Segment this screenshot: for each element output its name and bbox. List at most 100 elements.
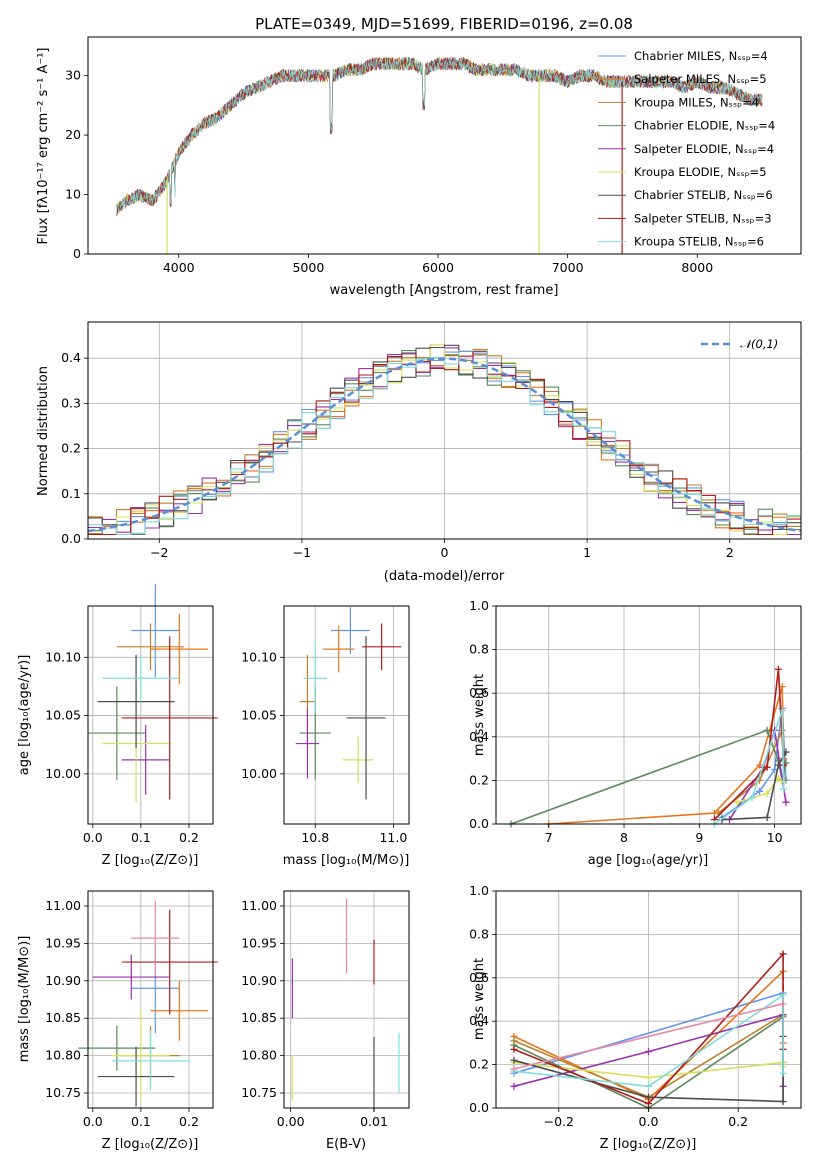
weight-age-marker-8-3 xyxy=(780,785,788,793)
age-z-yticklabel-0: 10.00 xyxy=(45,766,81,781)
weight-age-marker-5-0 xyxy=(733,798,741,806)
age-z-yticklabel-1: 10.05 xyxy=(45,708,81,723)
spectrum-yticklabel-1: 10 xyxy=(65,187,81,202)
weight-age-line-8 xyxy=(713,710,785,825)
weight-age-yticklabel-1: 0.2 xyxy=(469,772,489,787)
age-z-yticklabel-2: 10.10 xyxy=(45,649,81,664)
weight-z-xticklabel-0: −0.2 xyxy=(544,1114,574,1129)
age-z-ylabel: age [log₁₀(age/yr)] xyxy=(17,655,32,776)
weight-z-marker-9-1 xyxy=(779,1000,787,1008)
age-mass-xticklabel-1: 11.0 xyxy=(379,830,407,845)
weight-z-marker-6-2 xyxy=(779,1097,787,1105)
spectrum-legend: Chabrier MILES, Nₛₛₚ=4 Salpeter MILES, Nₛ… xyxy=(598,49,775,249)
weight-z-xticklabel-2: 0.2 xyxy=(728,1114,748,1129)
spectrum-legend-label-7: Salpeter STELIB, Nₛₛₚ=3 xyxy=(634,211,772,225)
age-z-xticklabel-2: 0.2 xyxy=(179,830,199,845)
weight-z-marker-7-0 xyxy=(510,1045,518,1053)
age-mass-xticklabel-0: 10.8 xyxy=(301,830,329,845)
residuals-xticklabel-4: 2 xyxy=(726,545,734,560)
age-mass-yticklabel-2: 10.10 xyxy=(241,649,277,664)
residuals-xticklabel-0: −2 xyxy=(150,545,168,560)
weight-z-marker-8-1 xyxy=(645,1082,652,1090)
weight-age-marker-3-1 xyxy=(763,726,771,734)
weight-age-marker-8-1 xyxy=(748,794,756,802)
spectrum-xticklabel-2: 6000 xyxy=(422,260,454,275)
weight-age-xticklabel-3: 10 xyxy=(767,830,783,845)
spectrum-series-line-8 xyxy=(116,56,763,215)
mass-z-yticklabel-3: 10.90 xyxy=(45,973,81,988)
spectrum-legend-label-3: Chabrier ELODIE, Nₛₛₚ=4 xyxy=(634,119,775,133)
weight-z-marker-4-0 xyxy=(510,1082,518,1090)
weight-age-marker-7-1 xyxy=(763,763,771,771)
normal-curve xyxy=(87,357,802,533)
weight-z-marker-7-1 xyxy=(645,1100,652,1108)
residuals-hist-6 xyxy=(88,344,801,536)
weight-age-marker-4-3 xyxy=(782,798,790,806)
weight-z-line-9 xyxy=(513,1003,784,1070)
mass-ebv-yticklabel-5: 11.00 xyxy=(241,898,277,913)
mass-z-xlabel: Z [log₁₀(Z/Z⊙)] xyxy=(102,1137,199,1152)
weight-age-marker-8-2 xyxy=(778,707,786,715)
weight-age-yticklabel-3: 0.6 xyxy=(469,685,489,700)
weight-age-yticklabel-2: 0.4 xyxy=(469,729,489,744)
mass-ebv-xticklabel-0: 0.00 xyxy=(277,1114,305,1129)
age-mass-yticklabel-1: 10.05 xyxy=(241,708,277,723)
mass-z-xticklabel-1: 0.1 xyxy=(131,1114,151,1129)
residuals-xticklabel-2: 0 xyxy=(441,545,449,560)
residuals-xticklabel-1: −1 xyxy=(293,545,311,560)
weight-z-marker-9-0 xyxy=(510,1065,518,1073)
spectrum-legend-label-0: Chabrier MILES, Nₛₛₚ=4 xyxy=(634,49,768,63)
spectrum-xlabel: wavelength [Angstrom, rest frame] xyxy=(330,283,559,298)
mass-z-xticklabel-0: 0.0 xyxy=(83,1114,103,1129)
mass-z-yticklabel-4: 10.95 xyxy=(45,935,81,950)
weight-z-marker-8-3 xyxy=(779,1069,787,1077)
residuals-ylabel: Normed distribution xyxy=(36,366,51,496)
mass-z-yticklabel-0: 10.75 xyxy=(45,1085,81,1100)
weight-z-yticklabel-4: 0.8 xyxy=(469,926,489,941)
weight-z-xticklabel-1: 0.0 xyxy=(639,1114,659,1129)
residuals-yticklabel-0: 0.0 xyxy=(61,531,81,546)
age-mass-xlabel: mass [log₁₀(M/M⊙)] xyxy=(283,853,410,868)
weight-z-marker-6-1 xyxy=(645,1093,652,1101)
spectrum-xticklabel-0: 4000 xyxy=(163,260,195,275)
spectrum-legend-label-6: Chabrier STELIB, Nₛₛₚ=6 xyxy=(634,188,773,202)
spectrum-xticklabel-3: 7000 xyxy=(552,260,584,275)
spectrum-yticklabel-0: 0 xyxy=(73,246,81,261)
weight-age-line-7 xyxy=(713,669,785,821)
spectrum-panel: PLATE=0349, MJD=51699, FIBERID=0196, z=0… xyxy=(36,15,802,298)
weight-age-axes xyxy=(495,605,802,825)
spectrum-legend-label-2: Kroupa MILES, Nₛₛₚ=4 xyxy=(634,95,759,109)
mass-ebv-yticklabel-0: 10.75 xyxy=(241,1085,277,1100)
weight-age-xlabel: age [log₁₀(age/yr)] xyxy=(588,853,709,868)
mass-ebv-yticklabel-2: 10.85 xyxy=(241,1010,277,1025)
mass-ebv-yticklabel-3: 10.90 xyxy=(241,973,277,988)
spectrum-legend-label-1: Salpeter MILES, Nₛₛₚ=5 xyxy=(634,72,767,86)
spectrum-xticklabel-4: 8000 xyxy=(681,260,713,275)
weight-age-line-6 xyxy=(721,751,787,821)
weight-z-ylabel: mass weight xyxy=(472,958,487,1040)
weight-z-xlabel: Z [log₁₀(Z/Z⊙)] xyxy=(600,1137,697,1152)
weight-age-marker-0-1 xyxy=(756,787,764,795)
weight-age-yticklabel-0: 0.0 xyxy=(469,816,489,831)
mass-z-yticklabel-5: 11.00 xyxy=(45,898,81,913)
age-z-xlabel: Z [log₁₀(Z/Z⊙)] xyxy=(102,853,199,868)
age-z-xticklabel-0: 0.0 xyxy=(83,830,103,845)
weight-age-marker-7-2 xyxy=(774,665,782,673)
weight-z-marker-8-2 xyxy=(779,991,787,999)
age-z-axes xyxy=(87,605,214,825)
spectrum-series-line-6 xyxy=(116,56,763,216)
weight-z-line-8 xyxy=(513,993,784,1088)
mass-ebv-axes xyxy=(283,890,410,1109)
weight-z-yticklabel-1: 0.2 xyxy=(469,1057,489,1072)
mass-z-xticklabel-2: 0.2 xyxy=(179,1114,199,1129)
weight-age-yticklabel-4: 0.8 xyxy=(469,642,489,657)
spectrum-legend-label-5: Kroupa ELODIE, Nₛₛₚ=5 xyxy=(634,165,767,179)
weight-z-marker-4-1 xyxy=(645,1048,652,1056)
weight-age-marker-1-2 xyxy=(756,761,764,769)
residuals-yticklabel-1: 0.1 xyxy=(61,486,81,501)
spectrum-title: PLATE=0349, MJD=51699, FIBERID=0196, z=0… xyxy=(255,15,633,33)
spectrum-ylabel: Flux [fλ10⁻¹⁷ erg cm⁻² s⁻¹ A⁻¹] xyxy=(36,48,51,245)
residuals-yticklabel-3: 0.3 xyxy=(61,395,81,410)
age-mass-axes xyxy=(283,605,410,825)
